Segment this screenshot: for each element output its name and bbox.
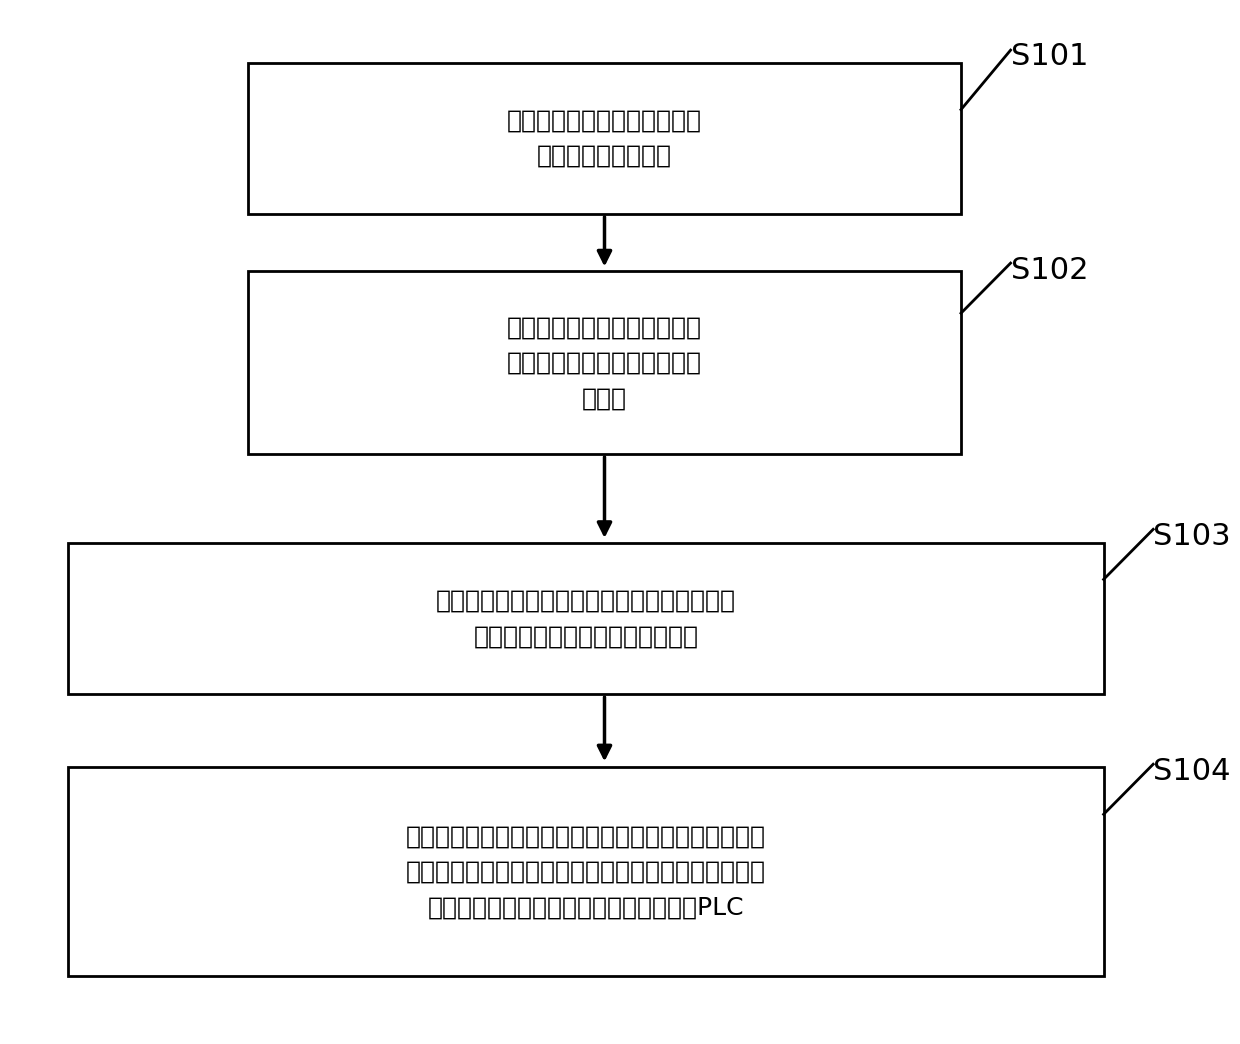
Text: 硬件解密装置解析解密后的工控流量，并判断是否为重
要操作指令，若是则执行拦截操作并转发给工控上位机
进行确认；若不是重要操作指令则转发给PLC: 硬件解密装置解析解密后的工控流量，并判断是否为重 要操作指令，若是则执行拦截操作… [405,825,766,919]
Text: 基于预设加密算法对工控流量
进行加密处理后转发至硬件解
密装置: 基于预设加密算法对工控流量 进行加密处理后转发至硬件解 密装置 [507,315,702,410]
Text: S104: S104 [1153,757,1230,786]
Text: S103: S103 [1153,522,1231,551]
Text: 捕获工控上位机发出的工控流
量，放行非工控流量: 捕获工控上位机发出的工控流 量，放行非工控流量 [507,109,702,168]
Text: S101: S101 [1011,42,1089,71]
Text: 硬件解密装置基于预设加密算法对应的解密算
法对收到的工控流量进行解密处理: 硬件解密装置基于预设加密算法对应的解密算 法对收到的工控流量进行解密处理 [436,589,735,648]
Bar [68,767,1104,976]
Text: S102: S102 [1011,256,1089,285]
Bar [68,543,1104,694]
Bar [248,63,961,214]
Bar [248,271,961,454]
